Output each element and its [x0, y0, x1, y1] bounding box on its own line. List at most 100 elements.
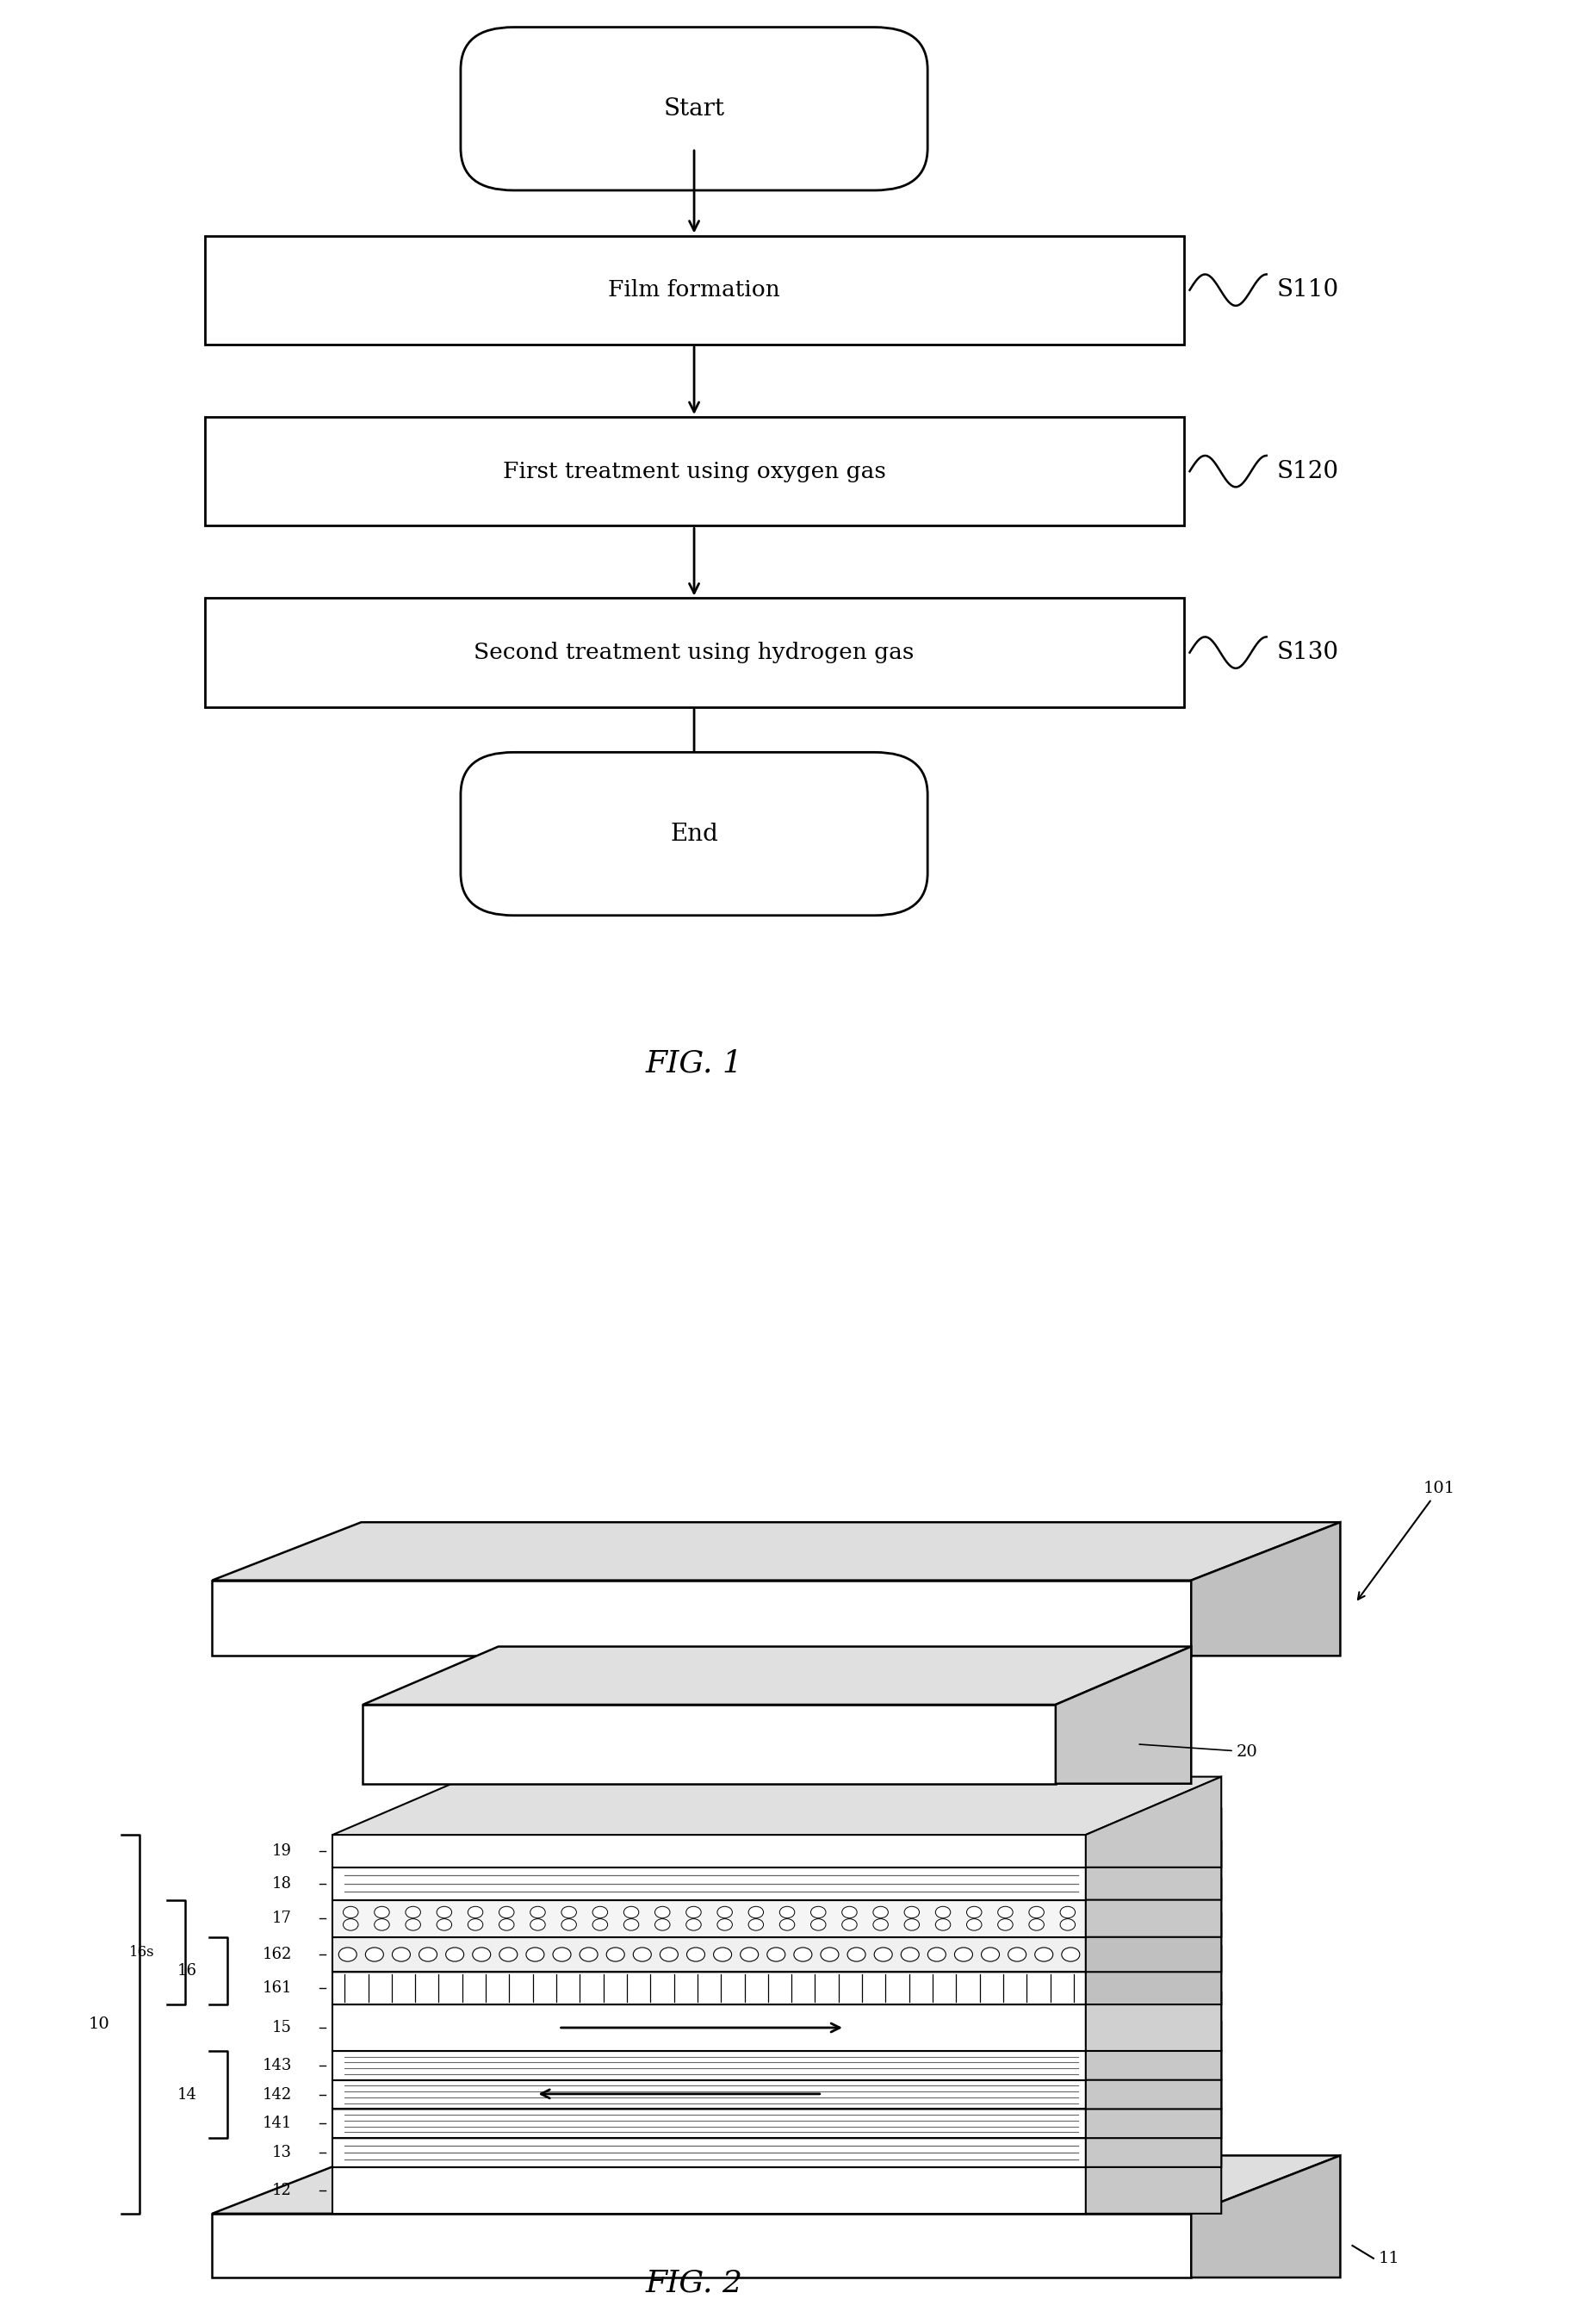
Circle shape — [686, 1920, 701, 1931]
Text: 14: 14 — [177, 2087, 198, 2103]
Polygon shape — [1086, 2080, 1221, 2166]
Text: FIG. 2: FIG. 2 — [645, 2268, 742, 2298]
Polygon shape — [333, 2052, 1086, 2080]
Circle shape — [717, 1920, 733, 1931]
Circle shape — [405, 1920, 420, 1931]
Circle shape — [901, 1948, 919, 1961]
Circle shape — [686, 1906, 701, 1917]
Circle shape — [607, 1948, 624, 1961]
Circle shape — [904, 1920, 919, 1931]
Circle shape — [1029, 1920, 1043, 1931]
Circle shape — [344, 1906, 358, 1917]
Polygon shape — [333, 1901, 1086, 1938]
Circle shape — [748, 1920, 764, 1931]
Circle shape — [468, 1906, 483, 1917]
Circle shape — [446, 1948, 464, 1961]
Polygon shape — [333, 1776, 1221, 1836]
Circle shape — [339, 1948, 356, 1961]
Text: Film formation: Film formation — [609, 279, 780, 300]
Text: 15: 15 — [273, 2020, 292, 2036]
Polygon shape — [333, 2052, 1221, 2110]
Circle shape — [821, 1948, 839, 1961]
Circle shape — [811, 1920, 825, 1931]
Polygon shape — [1086, 2110, 1221, 2212]
Circle shape — [344, 1920, 358, 1931]
Polygon shape — [212, 2157, 1340, 2212]
Circle shape — [717, 1906, 733, 1917]
Polygon shape — [333, 1915, 1221, 1971]
Polygon shape — [333, 2166, 1086, 2212]
Circle shape — [741, 1948, 758, 1961]
Circle shape — [780, 1920, 794, 1931]
Circle shape — [1061, 1920, 1075, 1931]
Circle shape — [843, 1906, 857, 1917]
Circle shape — [847, 1948, 866, 1961]
Text: 161: 161 — [262, 1980, 292, 1996]
Polygon shape — [1191, 1522, 1340, 1655]
Text: 18: 18 — [271, 1875, 292, 1892]
FancyBboxPatch shape — [461, 28, 927, 191]
Text: First treatment using oxygen gas: First treatment using oxygen gas — [502, 460, 885, 481]
Circle shape — [954, 1948, 973, 1961]
Polygon shape — [1086, 1948, 1221, 2052]
Circle shape — [843, 1920, 857, 1931]
Circle shape — [468, 1920, 483, 1931]
Polygon shape — [333, 2080, 1086, 2110]
Polygon shape — [333, 2110, 1221, 2166]
Text: 20: 20 — [1139, 1743, 1258, 1759]
Circle shape — [998, 1920, 1014, 1931]
Circle shape — [1062, 1948, 1079, 1961]
Text: 141: 141 — [262, 2115, 292, 2131]
Polygon shape — [333, 1938, 1086, 1971]
Circle shape — [654, 1920, 670, 1931]
Circle shape — [472, 1948, 491, 1961]
Circle shape — [874, 1948, 893, 1961]
Polygon shape — [1086, 1776, 1221, 1868]
Circle shape — [634, 1948, 651, 1961]
Circle shape — [748, 1906, 764, 1917]
Circle shape — [1036, 1948, 1053, 1961]
Circle shape — [811, 1906, 825, 1917]
Polygon shape — [333, 2138, 1086, 2166]
Circle shape — [375, 1920, 389, 1931]
Circle shape — [967, 1906, 982, 1917]
Circle shape — [526, 1948, 544, 1961]
Circle shape — [499, 1948, 518, 1961]
Circle shape — [967, 1920, 982, 1931]
Polygon shape — [333, 2080, 1221, 2138]
Circle shape — [714, 1948, 731, 1961]
Polygon shape — [1191, 2157, 1340, 2278]
Text: 162: 162 — [262, 1948, 292, 1961]
Polygon shape — [1086, 1994, 1221, 2080]
Circle shape — [405, 1906, 420, 1917]
Circle shape — [780, 1906, 794, 1917]
Polygon shape — [212, 1522, 1340, 1580]
Circle shape — [436, 1906, 452, 1917]
Circle shape — [654, 1906, 670, 1917]
Text: 19: 19 — [271, 1843, 292, 1859]
Polygon shape — [333, 1994, 1221, 2052]
Polygon shape — [1086, 2022, 1221, 2110]
Circle shape — [562, 1906, 576, 1917]
Text: 17: 17 — [273, 1910, 292, 1927]
Text: S120: S120 — [1277, 460, 1340, 483]
Text: FIG. 1: FIG. 1 — [645, 1048, 742, 1078]
Text: 11: 11 — [1378, 2250, 1400, 2266]
Text: 16s: 16s — [129, 1945, 155, 1959]
Circle shape — [624, 1920, 639, 1931]
Circle shape — [1009, 1948, 1026, 1961]
Polygon shape — [1086, 1878, 1221, 1971]
Polygon shape — [1086, 2052, 1221, 2138]
Circle shape — [366, 1948, 383, 1961]
Polygon shape — [333, 2022, 1221, 2080]
Bar — [204, 597, 1183, 706]
Polygon shape — [333, 1948, 1221, 2003]
Text: 13: 13 — [271, 2145, 292, 2161]
Polygon shape — [333, 1836, 1086, 1868]
Polygon shape — [1086, 1841, 1221, 1938]
Text: Start: Start — [664, 98, 725, 121]
Circle shape — [687, 1948, 704, 1961]
Polygon shape — [362, 1645, 1191, 1706]
Circle shape — [562, 1920, 576, 1931]
Circle shape — [935, 1920, 951, 1931]
